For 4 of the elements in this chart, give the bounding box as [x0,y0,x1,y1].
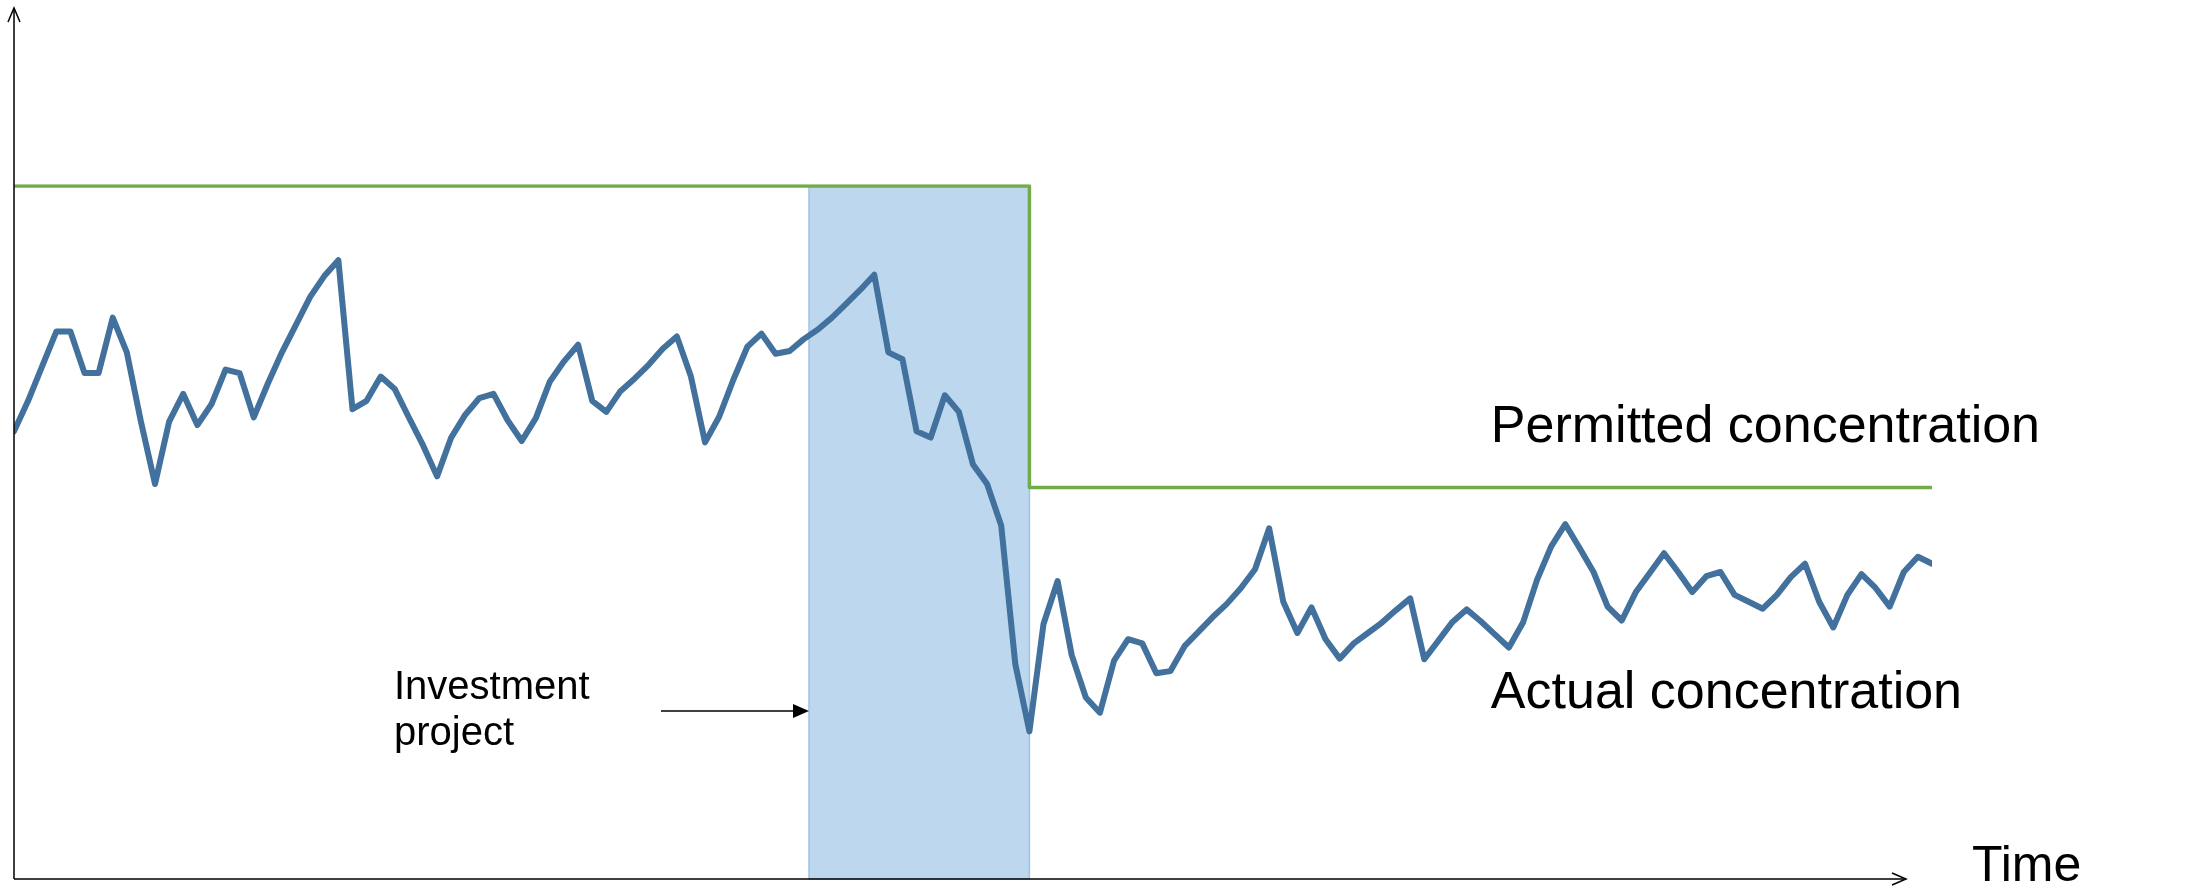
series-label: Actual concentration [1490,661,1963,720]
annotation: Investment project [394,662,590,753]
series-label: Permitted concentration [1490,394,2041,453]
x-axis-title: Time [1972,835,2082,892]
